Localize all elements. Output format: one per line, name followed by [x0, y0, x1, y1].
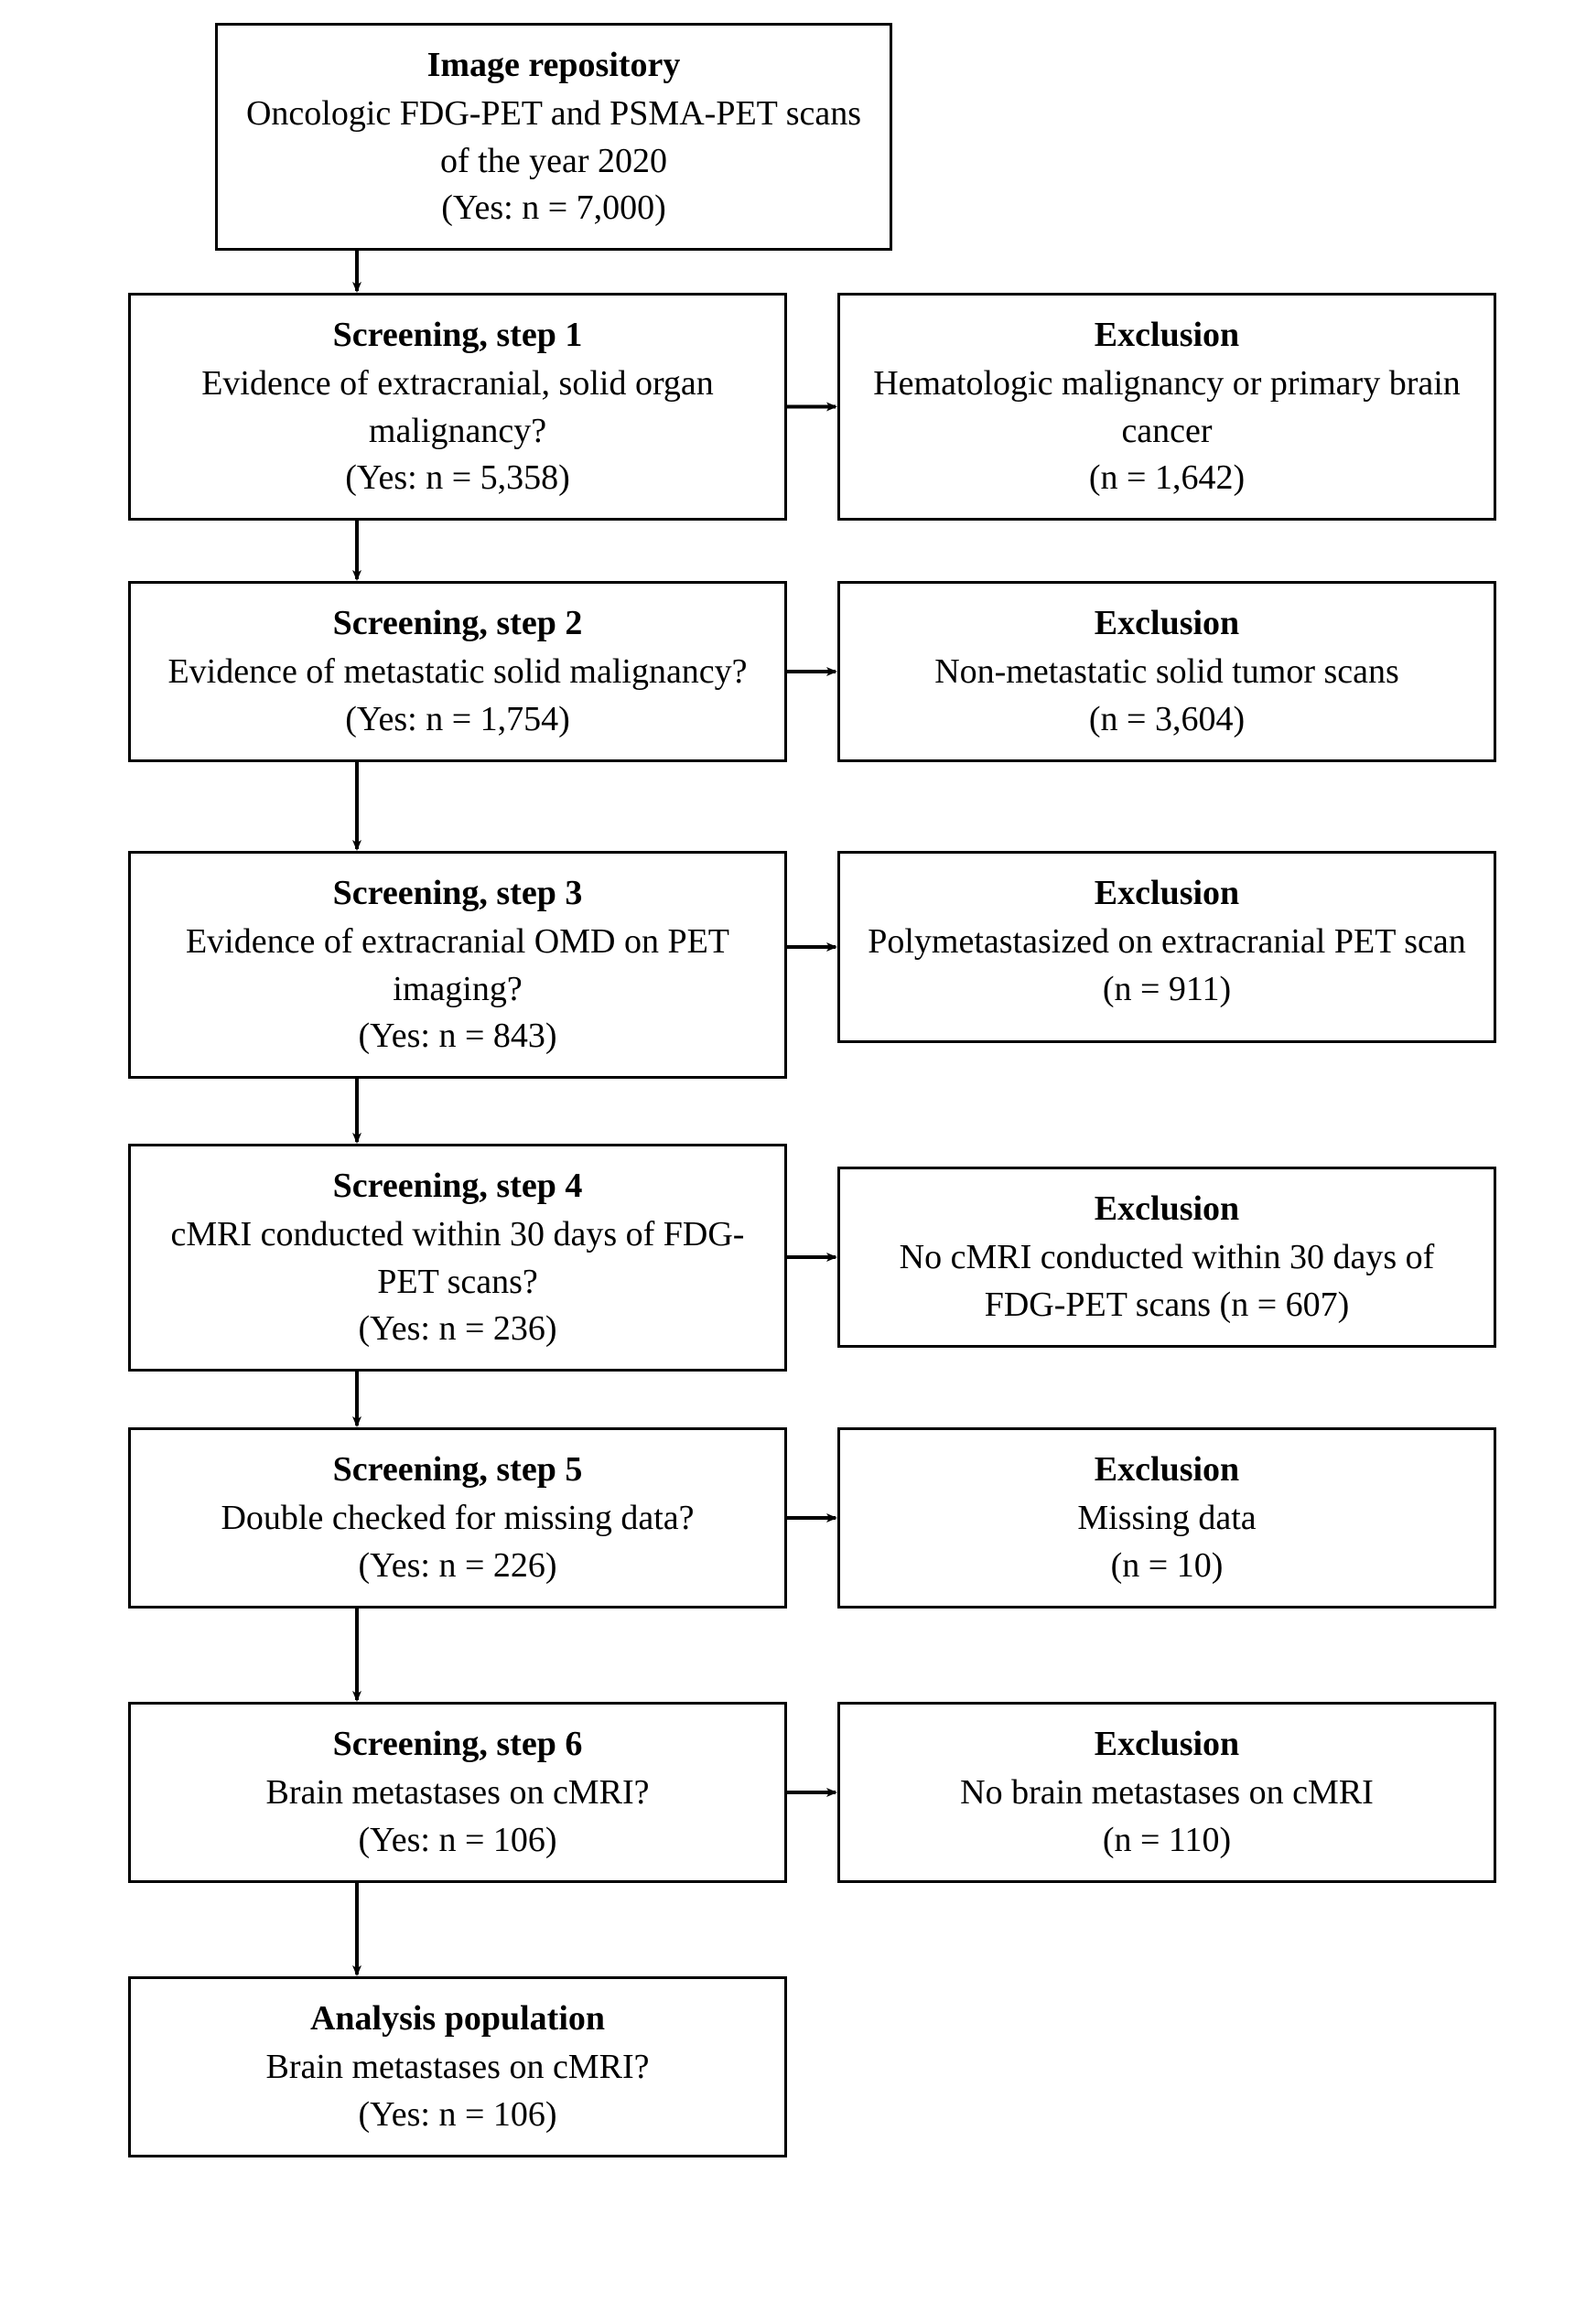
node-title: Screening, step 6: [158, 1721, 757, 1768]
node-title: Exclusion: [868, 312, 1466, 359]
node-n5: Screening, step 5Double checked for miss…: [128, 1427, 787, 1609]
node-n4: Screening, step 4cMRI conducted within 3…: [128, 1144, 787, 1372]
node-title: Exclusion: [868, 1721, 1466, 1768]
node-body: cMRI conducted within 30 days of FDG-PET…: [158, 1211, 757, 1352]
node-title: Exclusion: [868, 600, 1466, 647]
node-body: Double checked for missing data?(Yes: n …: [158, 1495, 757, 1589]
node-body: Hematologic malignancy or primary brain …: [868, 360, 1466, 501]
node-title: Exclusion: [868, 1447, 1466, 1493]
node-title: Screening, step 2: [158, 600, 757, 647]
node-e6: ExclusionNo brain metastases on cMRI(n =…: [837, 1702, 1496, 1883]
node-n1: Screening, step 1Evidence of extracrania…: [128, 293, 787, 521]
node-title: Analysis population: [158, 1996, 757, 2042]
node-title: Screening, step 5: [158, 1447, 757, 1493]
node-body: No brain metastases on cMRI(n = 110): [868, 1770, 1466, 1864]
node-n2: Screening, step 2Evidence of metastatic …: [128, 581, 787, 762]
node-body: Brain metastases on cMRI?(Yes: n = 106): [158, 2044, 757, 2138]
flowchart-canvas: Analysis populationBrain metastases on c…: [0, 0, 1586, 2324]
node-n3: Screening, step 3Evidence of extracrania…: [128, 851, 787, 1079]
node-n7: Analysis populationBrain metastases on c…: [128, 1976, 787, 2157]
node-body: No cMRI conducted within 30 days of FDG-…: [868, 1234, 1466, 1329]
node-title: Exclusion: [868, 870, 1466, 917]
node-body: Missing data(n = 10): [868, 1495, 1466, 1589]
node-title: Image repository: [245, 42, 862, 89]
node-body: Brain metastases on cMRI?(Yes: n = 106): [158, 1770, 757, 1864]
node-title: Screening, step 3: [158, 870, 757, 917]
node-e5: ExclusionMissing data(n = 10): [837, 1427, 1496, 1609]
node-body: Non-metastatic solid tumor scans(n = 3,6…: [868, 649, 1466, 743]
node-e1: ExclusionHematologic malignancy or prima…: [837, 293, 1496, 521]
node-body: Oncologic FDG-PET and PSMA-PET scans of …: [245, 91, 862, 231]
node-body: Evidence of extracranial OMD on PET imag…: [158, 919, 757, 1060]
node-e2: ExclusionNon-metastatic solid tumor scan…: [837, 581, 1496, 762]
node-body: Evidence of metastatic solid malignancy?…: [158, 649, 757, 743]
node-e4: ExclusionNo cMRI conducted within 30 day…: [837, 1167, 1496, 1348]
node-title: Screening, step 4: [158, 1163, 757, 1210]
node-body: Evidence of extracranial, solid organ ma…: [158, 360, 757, 501]
node-title: Screening, step 1: [158, 312, 757, 359]
node-n6: Screening, step 6Brain metastases on cMR…: [128, 1702, 787, 1883]
node-e3: ExclusionPolymetastasized on extracrania…: [837, 851, 1496, 1043]
node-body: Polymetastasized on extracranial PET sca…: [868, 919, 1466, 1013]
node-title: Exclusion: [868, 1186, 1466, 1232]
node-n0: Image repositoryOncologic FDG-PET and PS…: [215, 23, 892, 251]
